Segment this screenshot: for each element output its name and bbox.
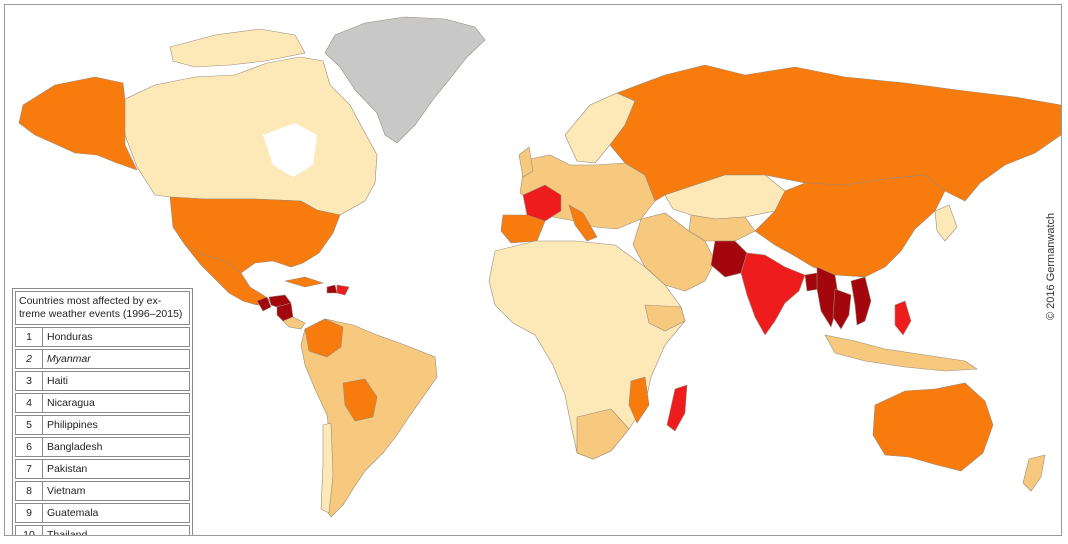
legend-row: 3 Haiti: [15, 371, 190, 391]
legend-country: Nicaragua: [47, 397, 95, 409]
region-cuba: [284, 276, 325, 288]
legend-country: Philippines: [47, 419, 98, 431]
region-indonesia: [824, 334, 978, 372]
region-new-zealand: [1022, 454, 1046, 492]
legend-title: Countries most affected by ex-treme weat…: [15, 291, 190, 325]
region-madagascar: [666, 384, 688, 432]
region-italy: [568, 204, 598, 242]
legend-rank: 5: [16, 416, 43, 434]
legend-row: 4 Nicaragua: [15, 393, 190, 413]
region-bolivia: [342, 378, 378, 422]
legend-row: 9 Guatemala: [15, 503, 190, 523]
region-greenland: [324, 16, 486, 144]
legend-rank: 2: [16, 350, 43, 368]
region-thailand: [832, 288, 852, 330]
region-philippines: [894, 300, 912, 336]
legend-row: 7 Pakistan: [15, 459, 190, 479]
legend-rank: 9: [16, 504, 43, 522]
region-horn-of-africa: [644, 304, 686, 332]
region-guatemala: [256, 296, 272, 312]
legend-rank: 10: [16, 526, 43, 535]
region-canada: [122, 56, 378, 216]
legend-row: 8 Vietnam: [15, 481, 190, 501]
legend-rank: 6: [16, 438, 43, 456]
legend-rank: 4: [16, 394, 43, 412]
credit-wrapper: © 2016 Germanwatch: [1045, 210, 1059, 320]
region-china: [754, 174, 946, 278]
region-india: [740, 252, 806, 336]
legend-row: 5 Philippines: [15, 415, 190, 435]
legend-rows: 1 Honduras 2 Myanmar 3 Haiti 4 Nicaragua 5 Philip…: [15, 327, 190, 536]
region-canada-islands: [169, 28, 306, 68]
legend-table: Countries most affected by ex-treme weat…: [12, 288, 193, 536]
legend-country: Vietnam: [47, 485, 86, 497]
region-uk: [518, 146, 534, 178]
region-vietnam: [850, 276, 872, 326]
region-mozambique: [628, 376, 650, 424]
legend-country: Thailand: [47, 529, 88, 536]
region-dominican-rep: [336, 284, 350, 296]
region-middle-east: [632, 212, 716, 292]
legend-row: 2 Myanmar: [15, 349, 190, 369]
legend-row: 10 Thailand: [15, 525, 190, 536]
region-southern-africa: [576, 408, 630, 460]
legend-country: Guatemala: [47, 507, 99, 519]
legend-rank: 8: [16, 482, 43, 500]
legend-row: 6 Bangladesh: [15, 437, 190, 457]
legend-country: Bangladesh: [47, 441, 103, 453]
region-hudson-bay: [263, 123, 317, 177]
legend-rank: 3: [16, 372, 43, 390]
legend-country: Honduras: [47, 331, 93, 343]
region-colombia: [304, 318, 344, 358]
region-costa-rica-panama: [282, 316, 306, 330]
credit-text: © 2016 Germanwatch: [1045, 212, 1057, 320]
legend-country: Haiti: [47, 375, 69, 387]
region-alaska: [18, 76, 138, 171]
region-chile: [320, 422, 334, 514]
legend-rank: 1: [16, 328, 43, 346]
region-australia: [872, 382, 994, 472]
legend-row: 1 Honduras: [15, 327, 190, 347]
legend-country: Pakistan: [47, 463, 88, 475]
region-korea-japan: [934, 204, 958, 242]
legend-rank: 7: [16, 460, 43, 478]
map-frame: © 2016 Germanwatch Countries most affect…: [4, 4, 1062, 536]
legend-country: Myanmar: [47, 353, 91, 365]
